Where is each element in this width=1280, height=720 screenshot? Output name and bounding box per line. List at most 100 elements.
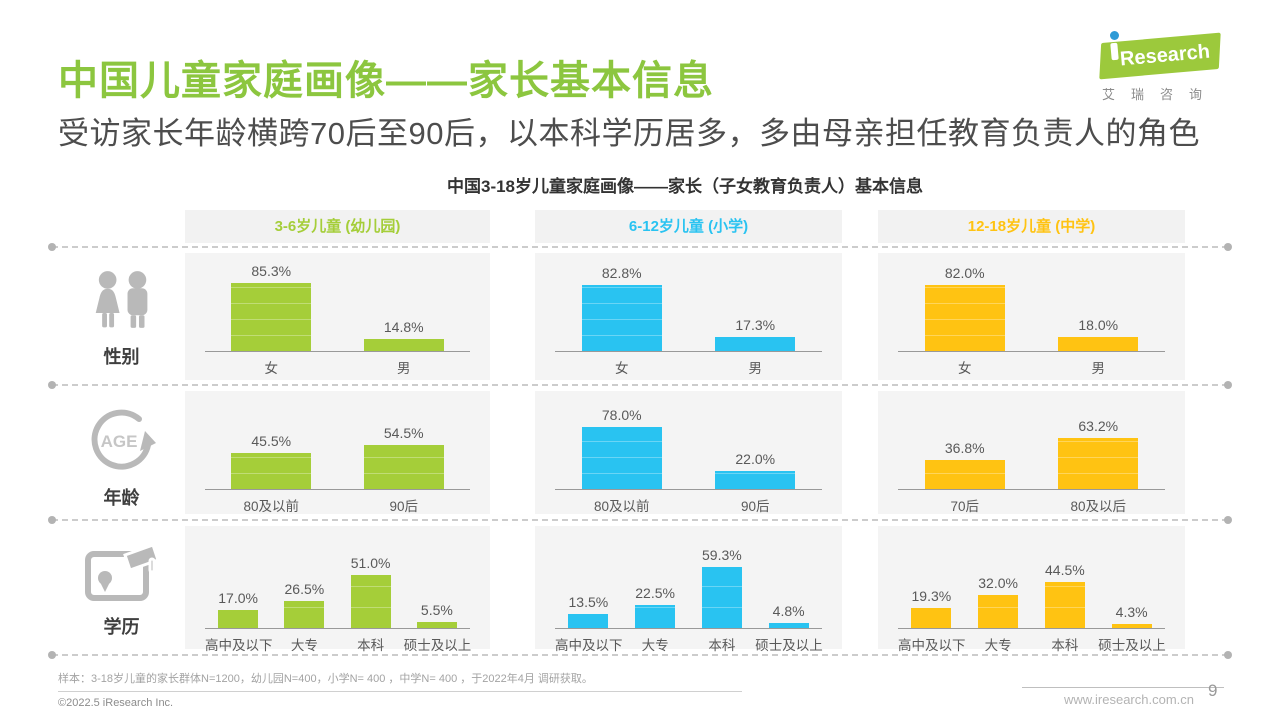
bar-chart: 85.3% 14.8% 女 男 bbox=[205, 255, 470, 378]
bar-group: 63.2% bbox=[1032, 393, 1166, 489]
row-header-age: AGE 年龄 bbox=[58, 405, 185, 510]
bar-value-label: 5.5% bbox=[420, 602, 453, 618]
bar bbox=[911, 608, 952, 628]
row-header-education: 学历 bbox=[58, 540, 185, 639]
bar-value-label: 13.5% bbox=[568, 594, 609, 610]
bar bbox=[231, 453, 312, 489]
category-label: 大专 bbox=[290, 638, 318, 653]
gender-icon bbox=[95, 271, 147, 328]
chart-panel-age-kindergarten: 45.5% 54.5% 80及以前 90后 bbox=[185, 391, 490, 514]
dashed-separator bbox=[48, 651, 1232, 659]
bar-group: 32.0% bbox=[965, 528, 1032, 628]
x-axis-line bbox=[205, 489, 470, 490]
category-label: 男 bbox=[1091, 361, 1106, 376]
bar-group: 19.3% bbox=[898, 528, 965, 628]
category-label: 女 bbox=[615, 361, 629, 376]
bar-group: 85.3% bbox=[205, 255, 338, 351]
category-label: 高中及以下 bbox=[555, 638, 623, 653]
bar-group: 4.3% bbox=[1098, 528, 1165, 628]
row-label-age: 年龄 bbox=[103, 488, 140, 508]
bar-chart: 45.5% 54.5% 80及以前 90后 bbox=[205, 393, 471, 514]
bar-group: 45.5% bbox=[205, 393, 338, 489]
column-header-kindergarten: 3-6岁儿童 (幼儿园) bbox=[185, 210, 490, 243]
bar-chart: 78.0% 22.0% 80及以前 90后 bbox=[555, 393, 823, 514]
x-axis-line bbox=[205, 351, 470, 352]
bar bbox=[350, 575, 391, 628]
x-axis-line bbox=[205, 628, 470, 629]
bar-chart: 13.5% 22.5% 59.3% 4.8% 高中及以下 大专 本科 硕士及以上 bbox=[555, 528, 823, 653]
dashed-separator bbox=[48, 243, 1232, 251]
bar-value-label: 4.8% bbox=[772, 603, 805, 619]
bar bbox=[715, 471, 796, 489]
row-label-education: 学历 bbox=[103, 617, 140, 637]
bar-value-label: 22.0% bbox=[735, 451, 776, 467]
category-label: 女 bbox=[264, 361, 279, 376]
chart-panel-age-primary: 78.0% 22.0% 80及以前 90后 bbox=[535, 391, 842, 514]
category-label: 硕士及以上 bbox=[755, 638, 823, 653]
bar-group: 4.8% bbox=[755, 528, 822, 628]
column-header-middle: 12-18岁儿童 (中学) bbox=[878, 210, 1185, 243]
bar-value-label: 18.0% bbox=[1078, 317, 1119, 333]
bar-group: 36.8% bbox=[898, 393, 1032, 489]
bar-value-label: 26.5% bbox=[284, 581, 325, 597]
iresearch-logo: Research 艾瑞咨询 bbox=[1086, 30, 1234, 104]
bar-group: 17.3% bbox=[689, 255, 823, 351]
bar bbox=[978, 595, 1019, 628]
footer-divider-left bbox=[58, 691, 742, 692]
bar-value-label: 32.0% bbox=[978, 575, 1018, 591]
svg-text:AGE: AGE bbox=[100, 432, 137, 451]
category-label: 男 bbox=[748, 361, 763, 376]
bar bbox=[581, 285, 662, 351]
chart-panel-education-middle: 19.3% 32.0% 44.5% 4.3% 高中及以下 大专 本科 硕士及以上 bbox=[878, 526, 1185, 653]
category-label: 本科 bbox=[357, 638, 385, 653]
bar-group: 5.5% bbox=[404, 528, 470, 628]
category-label: 80及以前 bbox=[243, 499, 300, 514]
x-axis-line bbox=[555, 489, 822, 490]
category-label: 本科 bbox=[1051, 638, 1079, 653]
bar-value-label: 36.8% bbox=[944, 440, 985, 456]
bar bbox=[284, 601, 325, 628]
bar bbox=[1044, 582, 1085, 628]
bar bbox=[924, 285, 1005, 351]
bar-group: 54.5% bbox=[338, 393, 471, 489]
chart-panel-gender-primary: 82.8% 17.3% 女 男 bbox=[535, 253, 842, 380]
category-label: 80及以前 bbox=[593, 499, 650, 514]
bar-value-label: 82.0% bbox=[944, 265, 985, 281]
bar bbox=[768, 623, 809, 628]
bar-group: 22.5% bbox=[622, 528, 689, 628]
category-label: 90后 bbox=[740, 499, 770, 514]
category-label: 90后 bbox=[389, 499, 419, 514]
logo-chinese-name: 艾瑞咨询 bbox=[1102, 87, 1219, 102]
bar-group: 22.0% bbox=[689, 393, 823, 489]
bar-value-label: 44.5% bbox=[1045, 562, 1085, 578]
bar bbox=[715, 337, 796, 351]
bar bbox=[581, 427, 662, 489]
category-label: 大专 bbox=[641, 638, 669, 653]
logo-i-dot-icon bbox=[1110, 31, 1119, 40]
category-label: 女 bbox=[958, 361, 972, 376]
chart-panel-gender-middle: 82.0% 18.0% 女 男 bbox=[878, 253, 1185, 380]
bar-value-label: 78.0% bbox=[601, 407, 642, 423]
bar-value-label: 4.3% bbox=[1115, 604, 1148, 620]
bar-value-label: 85.3% bbox=[251, 263, 292, 279]
bar-value-label: 54.5% bbox=[383, 425, 424, 441]
x-axis-line bbox=[898, 628, 1165, 629]
bar-chart: 82.0% 18.0% 女 男 bbox=[898, 255, 1165, 378]
page-title: 中国儿童家庭画像——家长基本信息 bbox=[58, 59, 714, 103]
row-label-gender: 性别 bbox=[103, 347, 140, 367]
bar-group: 82.0% bbox=[898, 255, 1032, 351]
category-label: 硕士及以上 bbox=[1098, 638, 1166, 653]
category-label: 70后 bbox=[950, 499, 980, 514]
bar bbox=[363, 339, 444, 351]
bar-value-label: 63.2% bbox=[1078, 418, 1119, 434]
x-axis-line bbox=[555, 628, 822, 629]
bar-group: 13.5% bbox=[555, 528, 622, 628]
sample-footnote: 样本：3-18岁儿童的家长群体N=1200，幼儿园N=400，小学N= 400 … bbox=[58, 673, 593, 685]
bar-value-label: 17.3% bbox=[735, 317, 776, 333]
bar-value-label: 59.3% bbox=[702, 547, 742, 563]
x-axis-line bbox=[555, 351, 822, 352]
bar-group: 82.8% bbox=[555, 255, 689, 351]
bar-value-label: 22.5% bbox=[635, 585, 675, 601]
category-label: 高中及以下 bbox=[205, 638, 273, 653]
chart-panel-education-primary: 13.5% 22.5% 59.3% 4.8% 高中及以下 大专 本科 硕士及以上 bbox=[535, 526, 842, 653]
